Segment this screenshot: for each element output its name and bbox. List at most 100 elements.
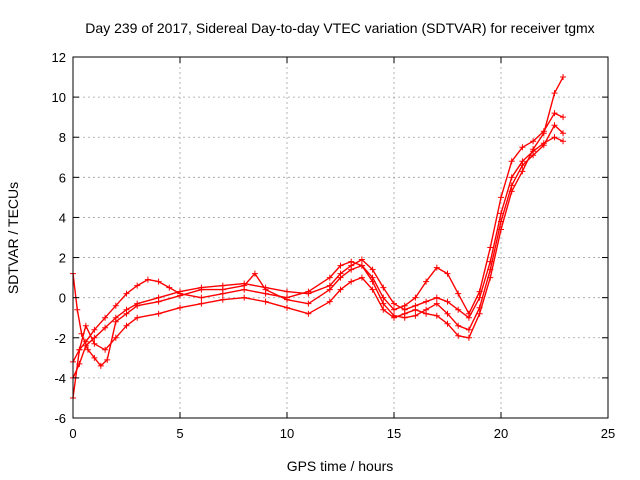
y-tick-label: 6 xyxy=(59,170,66,185)
data-point-marker xyxy=(284,288,290,295)
data-point-marker xyxy=(155,310,162,317)
data-point-marker xyxy=(241,282,248,289)
data-point-marker xyxy=(455,332,462,339)
data-point-marker xyxy=(498,194,504,201)
series-line xyxy=(72,124,564,367)
data-point-marker xyxy=(519,144,526,151)
data-point-marker xyxy=(102,346,109,353)
data-point-marker xyxy=(530,138,537,145)
data-point-marker xyxy=(134,282,141,289)
data-point-marker xyxy=(476,294,483,301)
x-tick-label: 10 xyxy=(280,426,294,441)
data-point-marker xyxy=(465,314,472,321)
axis-ticks: 0 5 10 15 20 25 -6 -4 -2 0 2 4 6 8 10 12 xyxy=(52,50,616,441)
data-point-marker xyxy=(380,284,387,291)
data-point-marker xyxy=(380,306,387,313)
data-point-marker xyxy=(348,266,355,273)
series-track-c xyxy=(70,74,567,401)
plot-frame xyxy=(72,56,609,419)
x-tick-label: 25 xyxy=(601,426,615,441)
data-point-marker xyxy=(337,274,344,281)
data-point-marker xyxy=(540,142,547,149)
data-point-marker xyxy=(198,294,205,301)
data-point-marker xyxy=(337,262,344,269)
data-point-marker xyxy=(433,312,440,319)
data-point-marker xyxy=(102,324,109,331)
data-point-marker xyxy=(465,334,472,341)
series-track-d xyxy=(70,122,567,369)
data-point-marker xyxy=(166,284,173,291)
data-point-marker xyxy=(560,138,567,145)
data-point-marker xyxy=(91,340,98,347)
data-point-marker xyxy=(444,310,451,317)
data-point-marker xyxy=(551,122,558,129)
data-point-marker xyxy=(112,318,119,325)
data-point-marker xyxy=(348,278,355,285)
chart-title: Day 239 of 2017, Sidereal Day-to-day VTE… xyxy=(85,20,594,36)
data-point-marker xyxy=(74,306,81,313)
data-point-marker xyxy=(177,304,183,311)
data-point-marker xyxy=(369,266,376,273)
data-point-marker xyxy=(560,74,567,81)
data-point-marker xyxy=(508,174,515,181)
data-point-marker xyxy=(84,346,91,353)
data-point-marker xyxy=(519,162,526,169)
series-line xyxy=(72,76,564,398)
data-point-marker xyxy=(560,114,567,121)
data-point-marker xyxy=(284,304,290,311)
data-point-marker xyxy=(305,300,312,307)
data-point-marker xyxy=(91,354,98,361)
data-point-marker xyxy=(540,130,547,137)
data-point-marker xyxy=(551,134,558,141)
data-point-marker xyxy=(444,320,451,327)
data-point-marker xyxy=(112,334,119,341)
data-point-marker xyxy=(251,270,258,277)
x-tick-label: 15 xyxy=(387,426,401,441)
data-point-marker xyxy=(134,302,141,309)
grid xyxy=(72,56,609,419)
data-point-marker xyxy=(305,310,312,317)
data-point-marker xyxy=(104,356,111,363)
data-point-marker xyxy=(412,312,419,319)
data-point-marker xyxy=(455,322,462,329)
data-point-marker xyxy=(433,294,440,301)
series-layer xyxy=(70,74,567,401)
data-point-marker xyxy=(380,300,387,307)
data-point-marker xyxy=(476,310,483,317)
data-point-marker xyxy=(476,304,483,311)
data-point-marker xyxy=(358,274,365,281)
y-tick-label: -6 xyxy=(54,411,66,426)
data-point-marker xyxy=(241,294,248,301)
y-tick-label: 10 xyxy=(52,90,66,105)
data-point-marker xyxy=(391,300,397,307)
data-point-marker xyxy=(369,278,376,285)
y-tick-label: 0 xyxy=(59,291,66,306)
data-point-marker xyxy=(551,90,558,97)
data-point-marker xyxy=(412,294,419,301)
data-point-marker xyxy=(508,182,515,189)
data-point-marker xyxy=(401,314,408,321)
y-tick-label: -2 xyxy=(54,331,66,346)
data-point-marker xyxy=(305,290,312,297)
data-point-marker xyxy=(198,300,205,307)
data-point-marker xyxy=(455,290,462,297)
data-point-marker xyxy=(123,322,130,329)
x-axis-label: GPS time / hours xyxy=(287,458,394,474)
data-point-marker xyxy=(219,296,226,303)
data-point-marker xyxy=(444,298,451,305)
data-point-marker xyxy=(155,298,162,305)
data-point-marker xyxy=(369,286,376,293)
data-point-marker xyxy=(326,274,333,281)
data-point-marker xyxy=(337,286,344,293)
data-point-marker xyxy=(551,110,558,117)
data-point-marker xyxy=(91,326,98,333)
data-point-marker xyxy=(465,326,472,333)
data-point-marker xyxy=(530,146,537,153)
data-point-marker xyxy=(455,306,462,313)
data-point-marker xyxy=(487,266,494,273)
y-tick-label: -4 xyxy=(54,371,66,386)
y-tick-label: 12 xyxy=(52,50,66,65)
data-point-marker xyxy=(358,256,365,263)
data-point-marker xyxy=(423,298,430,305)
